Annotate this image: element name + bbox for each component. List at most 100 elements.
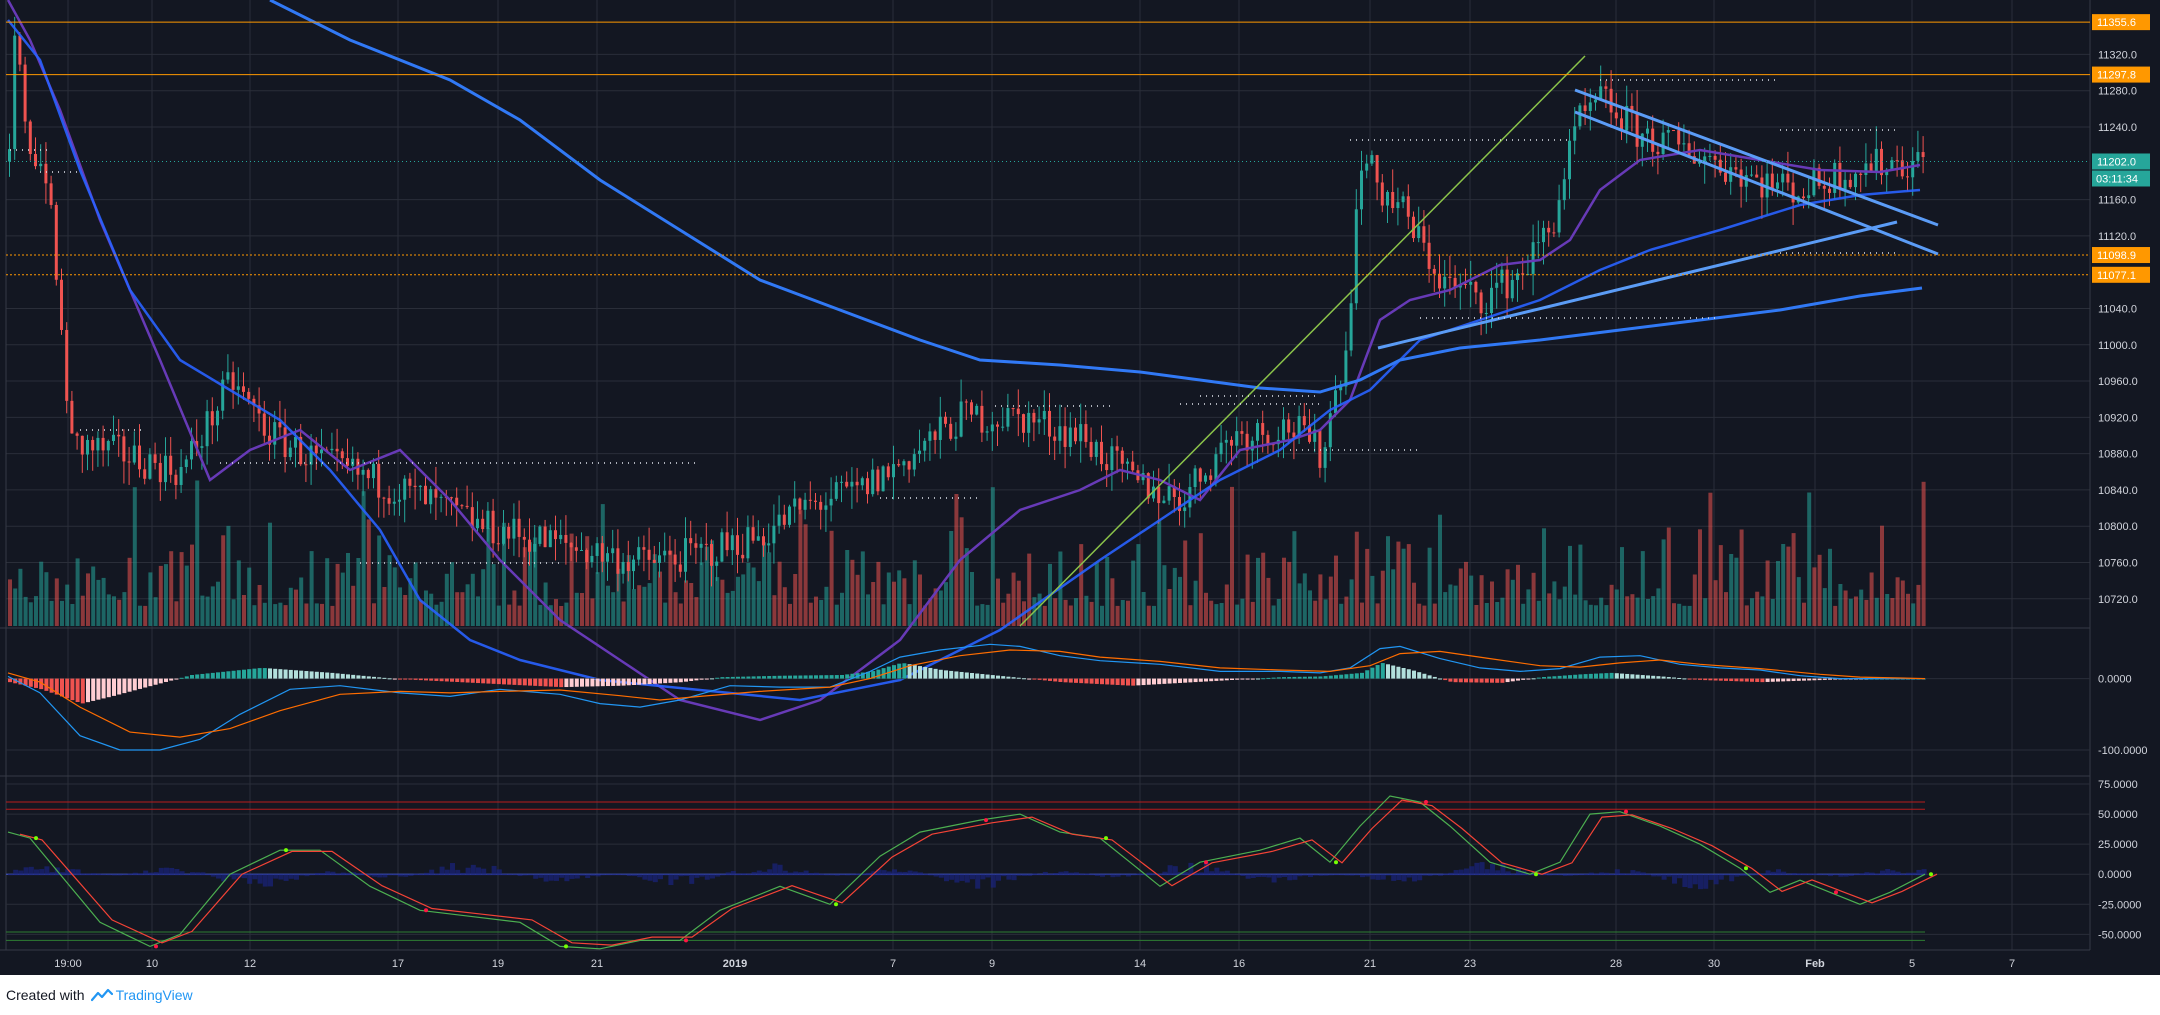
stoch-area-bar — [1906, 872, 1911, 876]
candle-body — [1386, 191, 1389, 206]
macd-histogram-bar — [1516, 678, 1520, 681]
volume-bar — [1230, 486, 1234, 626]
macd-histogram-bar — [1308, 676, 1312, 679]
candle-body — [1048, 410, 1051, 437]
candle-body — [1713, 155, 1717, 160]
stoch-area-bar — [1443, 873, 1449, 876]
volume-bar — [782, 587, 787, 626]
volume-bar — [663, 602, 668, 626]
candle-body — [470, 507, 474, 529]
volume-bar — [398, 587, 402, 626]
volume-bar — [1646, 599, 1650, 626]
volume-bar — [278, 602, 283, 626]
stoch-area-bar — [1578, 874, 1584, 876]
volume-bar — [933, 588, 938, 626]
macd-histogram-bar — [866, 671, 870, 679]
volume-bar — [756, 581, 761, 626]
candle-body — [455, 497, 459, 506]
macd-histogram-bar — [964, 672, 969, 679]
candle-body — [699, 543, 703, 548]
stoch-cross-dot — [1744, 866, 1748, 871]
volume-bar — [1880, 525, 1884, 626]
volume-bar — [1370, 575, 1375, 626]
candle-body — [460, 505, 464, 507]
candle-body — [1817, 167, 1821, 186]
macd-histogram-bar — [143, 678, 148, 688]
volume-bar — [881, 604, 886, 626]
volume-bar — [1526, 589, 1531, 626]
stoch-area-bar — [637, 874, 643, 878]
volume-bar — [18, 568, 23, 626]
price-chart[interactable]: 11355.611297.811098.911077.111202.003:11… — [0, 0, 2160, 975]
macd-histogram-bar — [897, 663, 902, 679]
volume-bar — [1531, 572, 1536, 626]
candle-body — [1474, 281, 1478, 293]
stoch-area-bar — [1354, 874, 1360, 876]
volume-bar — [257, 585, 262, 626]
candle-body — [1245, 433, 1249, 451]
volume-bar — [840, 592, 844, 626]
stoch-area-bar — [829, 874, 835, 876]
volume-bar — [231, 599, 236, 626]
chart-root[interactable]: 11355.6 11297.8 11098.9 11077.1 11202.0 03:11… — [0, 0, 2160, 975]
volume-bar — [1614, 589, 1619, 626]
stoch-area-bar — [1209, 871, 1215, 876]
ma-fast-line — [6, 0, 1921, 722]
stoch-area-bar — [689, 874, 695, 884]
candle-body — [1240, 431, 1244, 434]
macd-histogram-bar — [1261, 678, 1266, 680]
candle-body — [710, 544, 713, 566]
price-level-label-0: 11355.6 — [2097, 17, 2136, 29]
macd-histogram-bar — [460, 678, 465, 683]
time-axis-label-16: 5 — [1909, 958, 1915, 970]
stoch-area-bar — [153, 872, 159, 876]
macd-histogram-bar — [1396, 666, 1401, 679]
macd-histogram-bar — [1094, 678, 1099, 684]
candle-body — [491, 510, 495, 544]
candle-body — [1802, 196, 1805, 199]
volume-bar — [1510, 579, 1515, 626]
stoch-area-bar — [1016, 874, 1022, 876]
stoch-area-bar — [736, 873, 741, 876]
stoch-area-bar — [1375, 874, 1381, 880]
candle-body — [1131, 461, 1135, 471]
stoch-area-bar — [1864, 872, 1870, 876]
candle-body — [288, 447, 292, 458]
stoch-area-bar — [1916, 869, 1922, 876]
candle-body — [1750, 174, 1753, 176]
created-with-label: Created with — [6, 987, 85, 1003]
macd-histogram-bar — [278, 669, 283, 679]
volume-bar — [470, 573, 475, 626]
stoch-area-bar — [1755, 873, 1761, 876]
candle-body — [1401, 196, 1405, 203]
macd-histogram-bar — [242, 669, 246, 679]
time-axis-label-1: 10 — [146, 958, 158, 970]
candle-body — [60, 279, 63, 330]
macd-histogram-bar — [1490, 678, 1494, 683]
volume-bar — [1656, 588, 1661, 626]
candle-body — [725, 532, 729, 551]
volume-bar — [1802, 602, 1806, 626]
stoch-area-bar — [866, 872, 871, 876]
volume-bar — [1339, 603, 1344, 626]
candle-body — [538, 526, 542, 544]
candle-body — [1438, 273, 1441, 289]
stoch-area-bar — [1703, 874, 1709, 889]
stoch-area-bar — [1713, 874, 1719, 885]
candle-body — [1011, 408, 1015, 410]
macd-histogram-bar — [907, 664, 912, 679]
stoch-area-bar — [1032, 873, 1038, 876]
candle-body — [1016, 408, 1020, 415]
macd-histogram-bar — [195, 674, 200, 679]
tradingview-link[interactable]: TradingView — [90, 987, 193, 1003]
macd-histogram-bar — [710, 678, 714, 680]
stoch-area-bar — [834, 874, 840, 876]
candle-body — [1791, 182, 1795, 203]
candle-body — [1770, 173, 1774, 189]
stoch-area-bar — [876, 869, 882, 876]
stoch-area-bar — [1063, 871, 1069, 876]
candle-body — [299, 436, 303, 465]
macd-histogram-bar — [970, 673, 974, 679]
candle-body — [1448, 276, 1452, 278]
candle-body — [496, 543, 500, 545]
